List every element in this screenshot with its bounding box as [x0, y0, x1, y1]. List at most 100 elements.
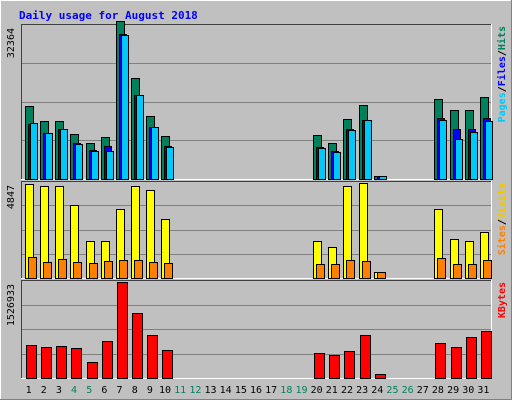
- bar-sites-day-5: [89, 263, 98, 279]
- bar-kbytes-day-5: [87, 362, 98, 379]
- bar-pages-day-23: [364, 120, 372, 180]
- x-tick-label-day-30: 30: [462, 385, 474, 396]
- x-tick-label-day-11: 11: [174, 385, 186, 396]
- x-tick-label-day-25: 25: [386, 385, 398, 396]
- legend-entry-pages: Pages: [497, 92, 508, 122]
- bar-pages-day-28: [439, 120, 447, 180]
- bar-kbytes-day-28: [435, 343, 446, 379]
- legend-entry-hits: Hits: [496, 26, 508, 50]
- bar-kbytes-day-22: [344, 351, 355, 379]
- legend-separator: /: [497, 86, 508, 92]
- panel-kbytes-scale-label: 1526933: [6, 284, 17, 326]
- bar-sites-day-6: [104, 261, 113, 279]
- bar-pages-day-22: [348, 130, 356, 180]
- x-tick-label-day-16: 16: [250, 385, 262, 396]
- x-tick-label-day-14: 14: [220, 385, 232, 396]
- bar-sites-day-9: [149, 262, 158, 279]
- bar-pages-day-1: [30, 123, 38, 180]
- bar-kbytes-day-3: [56, 346, 67, 379]
- bar-sites-day-31: [483, 260, 492, 279]
- bar-pages-day-2: [45, 133, 53, 180]
- bar-pages-day-29: [455, 139, 463, 180]
- bar-kbytes-day-24: [375, 374, 386, 379]
- bar-kbytes-day-31: [481, 331, 492, 379]
- panel-visits-sites-scale-label: 4847: [6, 185, 17, 209]
- legend-entry-visits: Visits: [496, 183, 508, 219]
- bar-pages-day-10: [166, 147, 174, 180]
- bar-pages-day-3: [60, 129, 68, 180]
- panel-kbytes-legend: KBytes: [497, 282, 508, 318]
- panel-hits-files-pages-area: [21, 24, 491, 179]
- bar-pages-day-30: [470, 132, 478, 180]
- x-tick-label-day-18: 18: [280, 385, 292, 396]
- panel-hits-files-pages-scale-label: 32364: [6, 28, 17, 58]
- bar-pages-day-31: [485, 121, 493, 180]
- bar-kbytes-day-9: [147, 335, 158, 379]
- bar-kbytes-day-10: [162, 350, 173, 379]
- x-tick-label-day-29: 29: [447, 385, 459, 396]
- legend-separator: /: [497, 50, 508, 56]
- x-tick-label-day-19: 19: [295, 385, 307, 396]
- x-tick-label-day-7: 7: [117, 385, 123, 396]
- bar-kbytes-day-20: [314, 353, 325, 379]
- bar-kbytes-day-23: [360, 335, 371, 379]
- x-tick-label-day-2: 2: [41, 385, 47, 396]
- panel-visits-sites-area: [21, 181, 491, 278]
- panel-visits-sites-legend: Sites/Visits: [496, 183, 508, 255]
- bar-kbytes-day-7: [117, 282, 128, 379]
- bar-pages-day-4: [75, 144, 83, 180]
- legend-entry-sites: Sites: [496, 225, 508, 255]
- x-tick-label-day-22: 22: [341, 385, 353, 396]
- bar-kbytes-day-6: [102, 341, 113, 379]
- legend-separator: /: [497, 219, 508, 225]
- x-tick-label-day-3: 3: [56, 385, 62, 396]
- x-tick-label-day-6: 6: [101, 385, 107, 396]
- bar-pages-day-9: [151, 127, 159, 180]
- x-tick-label-day-13: 13: [204, 385, 216, 396]
- bar-sites-day-22: [346, 260, 355, 279]
- bar-kbytes-day-2: [41, 347, 52, 379]
- x-tick-label-day-23: 23: [356, 385, 368, 396]
- bar-kbytes-day-1: [26, 345, 37, 379]
- bar-pages-day-20: [318, 148, 326, 180]
- x-tick-label-day-26: 26: [402, 385, 414, 396]
- bar-kbytes-day-4: [71, 348, 82, 379]
- x-tick-label-day-28: 28: [432, 385, 444, 396]
- bar-sites-day-24: [377, 272, 386, 279]
- bar-kbytes-day-8: [132, 313, 143, 379]
- bar-sites-day-21: [331, 264, 340, 279]
- x-tick-label-day-1: 1: [26, 385, 32, 396]
- x-tick-label-day-17: 17: [265, 385, 277, 396]
- bar-pages-day-5: [91, 151, 99, 180]
- bar-pages-day-21: [333, 152, 341, 180]
- bar-sites-day-3: [58, 259, 67, 279]
- x-tick-label-day-24: 24: [371, 385, 383, 396]
- x-tick-label-day-12: 12: [189, 385, 201, 396]
- bar-sites-day-8: [134, 260, 143, 279]
- bar-sites-day-2: [43, 262, 52, 279]
- x-tick-label-day-15: 15: [235, 385, 247, 396]
- x-tick-label-day-10: 10: [159, 385, 171, 396]
- legend-entry-kbytes: KBytes: [497, 282, 508, 318]
- bar-sites-day-7: [119, 260, 128, 279]
- bar-sites-day-23: [362, 261, 371, 279]
- bar-sites-day-28: [437, 258, 446, 279]
- x-tick-label-day-31: 31: [477, 385, 489, 396]
- bar-sites-day-20: [316, 264, 325, 279]
- bar-pages-day-8: [136, 95, 144, 180]
- x-tick-label-day-4: 4: [71, 385, 77, 396]
- x-tick-label-day-27: 27: [417, 385, 429, 396]
- bar-kbytes-day-29: [451, 347, 462, 379]
- bar-sites-day-4: [73, 262, 82, 279]
- bar-sites-day-1: [28, 257, 37, 279]
- legend-entry-files: Files: [496, 56, 508, 86]
- bar-pages-day-6: [106, 151, 114, 180]
- bar-sites-day-10: [164, 263, 173, 279]
- x-tick-label-day-9: 9: [147, 385, 153, 396]
- bar-kbytes-day-30: [466, 337, 477, 379]
- x-tick-label-day-20: 20: [311, 385, 323, 396]
- x-tick-label-day-21: 21: [326, 385, 338, 396]
- x-tick-label-day-8: 8: [132, 385, 138, 396]
